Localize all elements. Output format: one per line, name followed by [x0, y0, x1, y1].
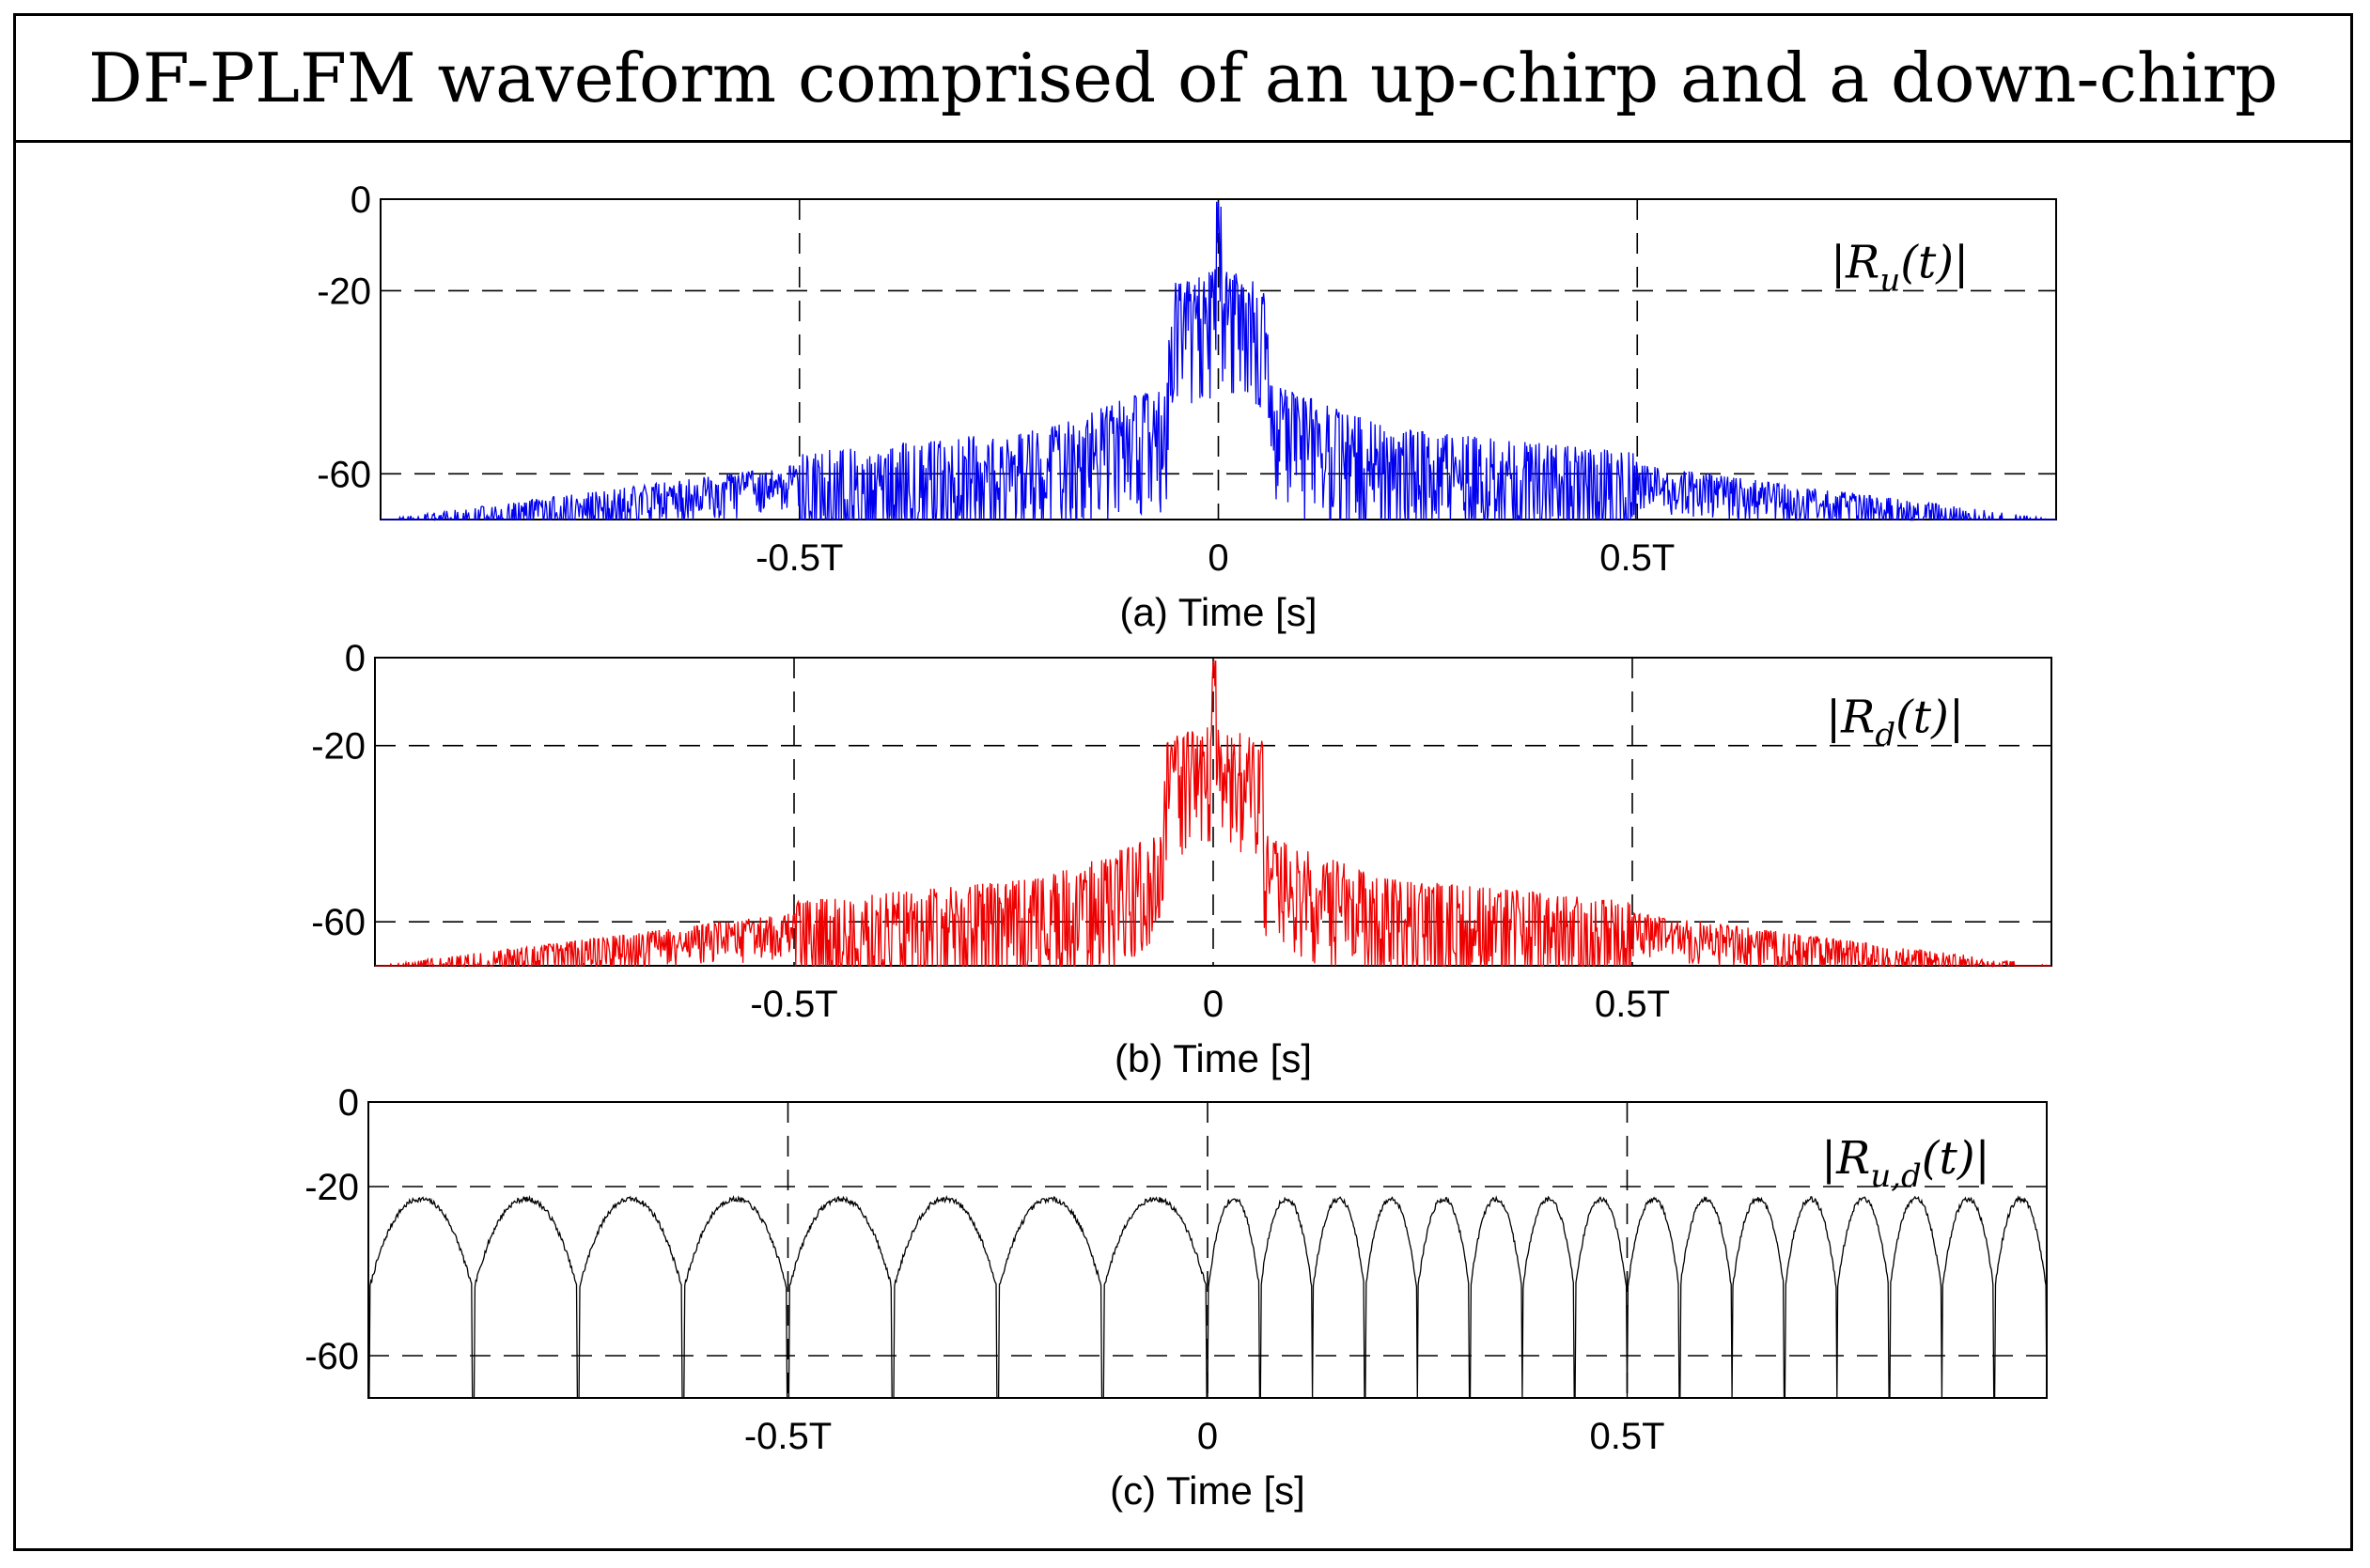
panel-b-trace: [375, 660, 2051, 969]
panel-a-xtick-1: 0: [1208, 537, 1228, 579]
panel-c-xtick-0: -0.5T: [744, 1416, 832, 1457]
panel-c-ytick-2: -60: [304, 1336, 359, 1377]
panel-b-xtick-0: -0.5T: [750, 984, 837, 1025]
panel-c-annotation: |Ru,d(t)|: [1821, 1132, 1990, 1195]
panel-b-ytick-2: -60: [311, 902, 366, 943]
panel-b-xlabel: (b) Time [s]: [1115, 1036, 1312, 1080]
panel-c-trace: [368, 1194, 2048, 1399]
panel-c-ytick-1: -20: [304, 1167, 359, 1208]
panel-b-xtick-1: 0: [1203, 984, 1224, 1025]
figure-frame: DF-PLFM waveform comprised of an up-chir…: [13, 13, 2353, 1551]
panel-a-xtick-0: -0.5T: [756, 537, 843, 579]
panel-a-trace: [381, 201, 2056, 522]
panel-b-annotation: |Rd(t)|: [1826, 691, 1964, 754]
panel-c-ytick-0: 0: [338, 1082, 359, 1124]
panel-c-xtick-1: 0: [1197, 1416, 1218, 1457]
panel-b: 0 -20 -60 -0.5T 0 0.5T (b) Time [s] |Rd(t)|: [311, 638, 2052, 1080]
panel-a-xtick-2: 0.5T: [1599, 537, 1675, 579]
panel-b-ytick-1: -20: [311, 726, 366, 768]
figure-title: DF-PLFM waveform comprised of an up-chir…: [16, 16, 2350, 143]
panel-a-ytick-1: -20: [317, 271, 371, 312]
panel-c-xtick-2: 0.5T: [1589, 1416, 1664, 1457]
panel-a: 0 -20 -60 -0.5T 0 0.5T (a) Time [s] |Ru(t)|: [317, 179, 2057, 634]
panel-c-xlabel: (c) Time [s]: [1110, 1468, 1305, 1513]
panel-a-annotation: |Ru(t)|: [1831, 236, 1969, 299]
panel-c: 0 -20 -60 -0.5T 0 0.5T (c) Time [s] |Ru,d(t)|: [304, 1082, 2048, 1513]
panel-a-ytick-2: -60: [317, 454, 371, 495]
panel-b-xtick-2: 0.5T: [1595, 984, 1670, 1025]
panel-b-ytick-0: 0: [345, 638, 366, 679]
panel-a-xlabel: (a) Time [s]: [1119, 590, 1317, 634]
panel-a-ytick-0: 0: [351, 179, 371, 221]
